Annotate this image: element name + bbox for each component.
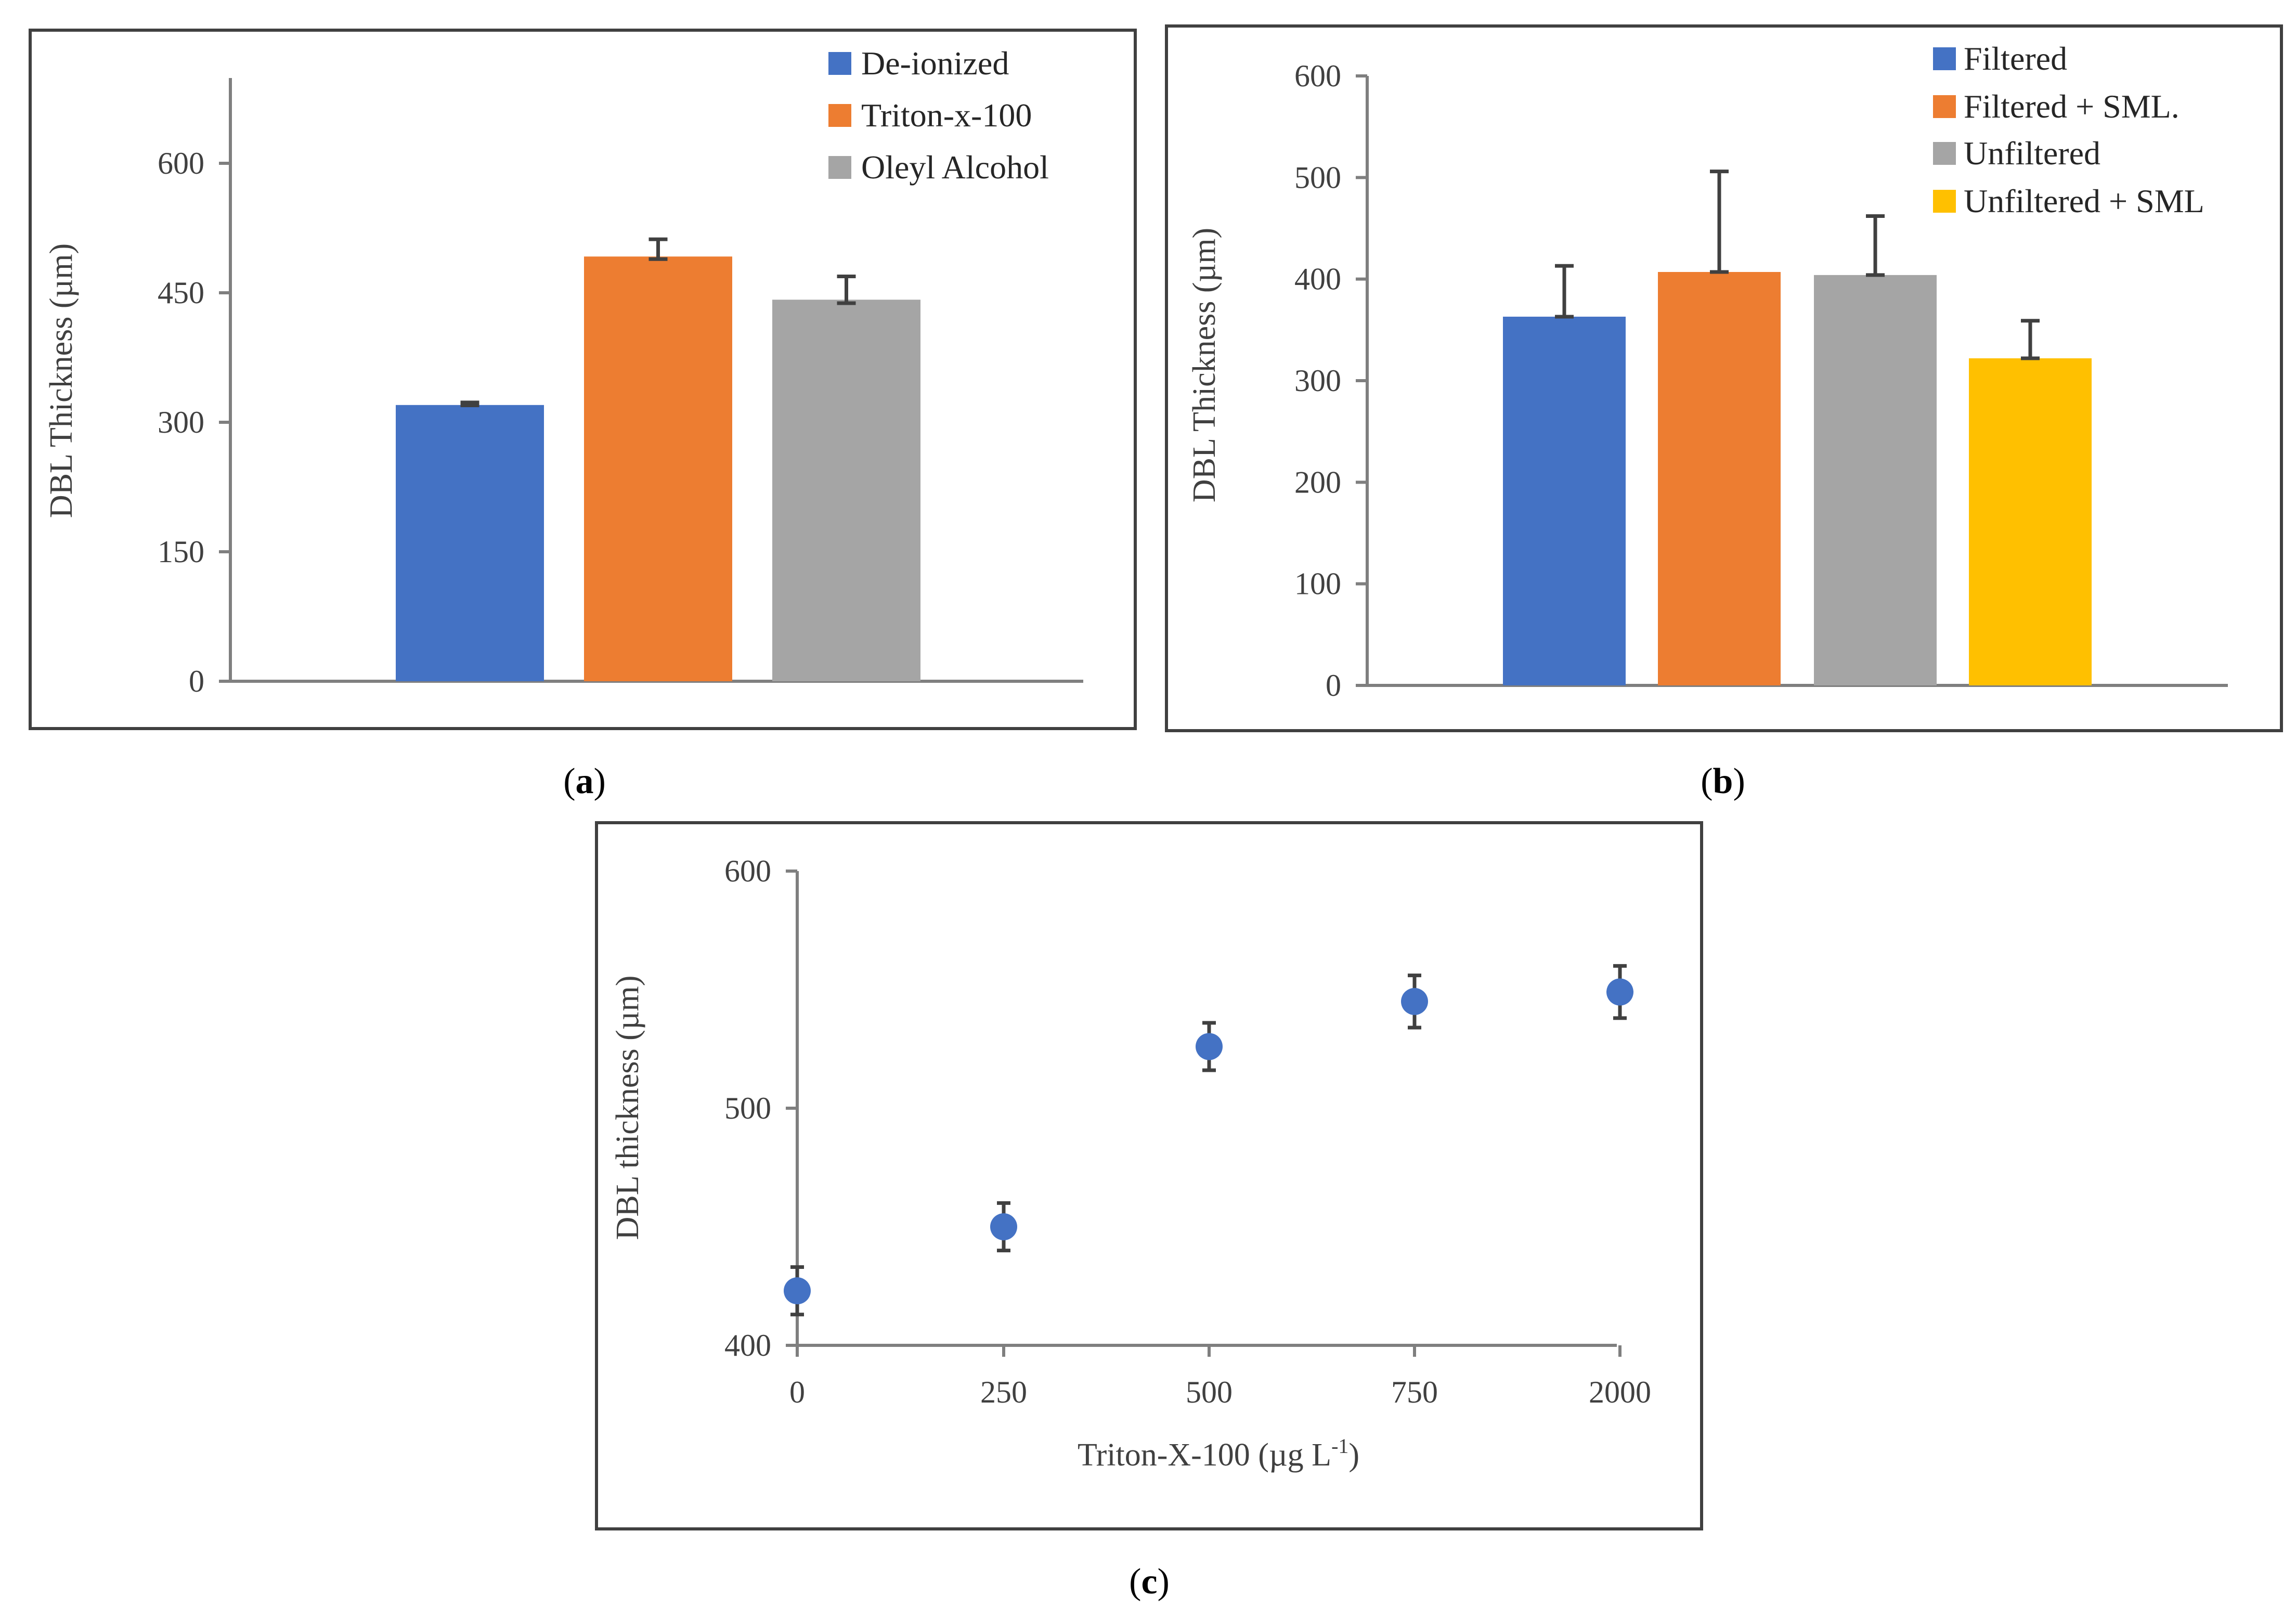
y-tick-label-c: 600 [724, 854, 771, 888]
y-tick-label-b: 0 [1326, 668, 1341, 703]
panel-c-frame [595, 821, 1703, 1530]
bar-b-1 [1503, 316, 1626, 685]
x-tick-label-c: 2000 [1589, 1375, 1651, 1409]
y-tick-label-b: 200 [1294, 465, 1341, 499]
chart-c: 400 500 600 0 250 500 750 2000 DBL thickness (µm… [610, 854, 1651, 1473]
legend-label-a-2: Triton-x-100 [861, 97, 1032, 134]
x-tick-label-c: 250 [980, 1375, 1027, 1409]
legend-label-a-1: De-ionized [861, 45, 1009, 82]
scatter-point-c-5 [1606, 978, 1633, 1006]
chart-a: 0 150 300 450 600 DBL Thickness (µm) De-ionize… [44, 45, 1083, 698]
panel-a-frame [29, 29, 1137, 730]
scatter-point-c-1 [784, 1277, 811, 1305]
bar-a-3 [772, 300, 920, 681]
error-bar-b-3 [1866, 214, 1885, 277]
error-bar-b-1 [1555, 264, 1574, 319]
legend-swatch-a-2 [828, 104, 851, 127]
legend-swatch-a-3 [828, 156, 851, 179]
error-bar-b-4 [2021, 319, 2040, 360]
scatter-point-c-4 [1401, 988, 1428, 1015]
legend-swatch-a-1 [828, 52, 851, 75]
legend-label-b-3: Unfiltered [1964, 135, 2100, 172]
caption-c: (c) [1129, 1562, 1170, 1602]
scatter-point-c-3 [1196, 1033, 1223, 1060]
bar-b-4 [1969, 358, 2092, 685]
bar-a-2 [584, 256, 732, 681]
legend-label-b-4: Unfiltered + SML [1964, 183, 2204, 219]
y-axis-title-a: DBL Thickness (µm) [44, 243, 79, 518]
error-bar-b-2 [1710, 170, 1729, 274]
y-axis-title-c: DBL thickness (µm) [610, 976, 645, 1240]
scatter-point-c-2 [990, 1213, 1017, 1240]
x-tick-label-c: 750 [1391, 1375, 1438, 1409]
legend-label-b-2: Filtered + SML. [1964, 88, 2180, 125]
caption-b: (b) [1701, 761, 1745, 801]
y-tick-label-b: 600 [1294, 59, 1341, 93]
legend-swatch-b-1 [1933, 47, 1956, 70]
x-axis-title-c: Triton-X-100 (µg L-1) [1078, 1434, 1359, 1473]
y-tick-label-a: 0 [189, 664, 204, 698]
y-tick-label-b: 100 [1294, 567, 1341, 601]
y-axis-title-b: DBL Thickness (µm) [1187, 228, 1222, 502]
bar-b-2 [1658, 271, 1781, 685]
y-tick-label-a: 300 [158, 405, 204, 439]
y-tick-label-a: 150 [158, 535, 204, 569]
error-bar-a-2 [648, 237, 668, 261]
caption-a: (a) [563, 761, 606, 801]
y-tick-label-c: 500 [724, 1091, 771, 1125]
y-tick-label-b: 500 [1294, 160, 1341, 194]
legend-swatch-b-2 [1933, 95, 1956, 118]
bar-b-3 [1814, 275, 1937, 685]
legend-label-b-1: Filtered [1964, 40, 2067, 77]
legend-swatch-b-3 [1933, 142, 1956, 165]
legend-label-a-3: Oleyl Alcohol [861, 149, 1049, 186]
bar-a-1 [396, 405, 544, 681]
panel-b-frame [1165, 24, 2283, 732]
legend-swatch-b-4 [1933, 190, 1956, 213]
y-tick-label-a: 600 [158, 146, 204, 180]
y-tick-label-b: 300 [1294, 364, 1341, 398]
error-bar-a-1 [460, 400, 479, 408]
chart-b: 0 100 200 300 400 500 600 DBL Thickness (µm) Fil… [1187, 40, 2228, 703]
x-tick-label-c: 0 [789, 1375, 805, 1409]
error-bar-a-3 [837, 274, 856, 305]
y-tick-label-b: 400 [1294, 262, 1341, 296]
y-tick-label-a: 450 [158, 276, 204, 310]
x-tick-label-c: 500 [1186, 1375, 1233, 1409]
y-tick-label-c: 400 [724, 1328, 771, 1363]
